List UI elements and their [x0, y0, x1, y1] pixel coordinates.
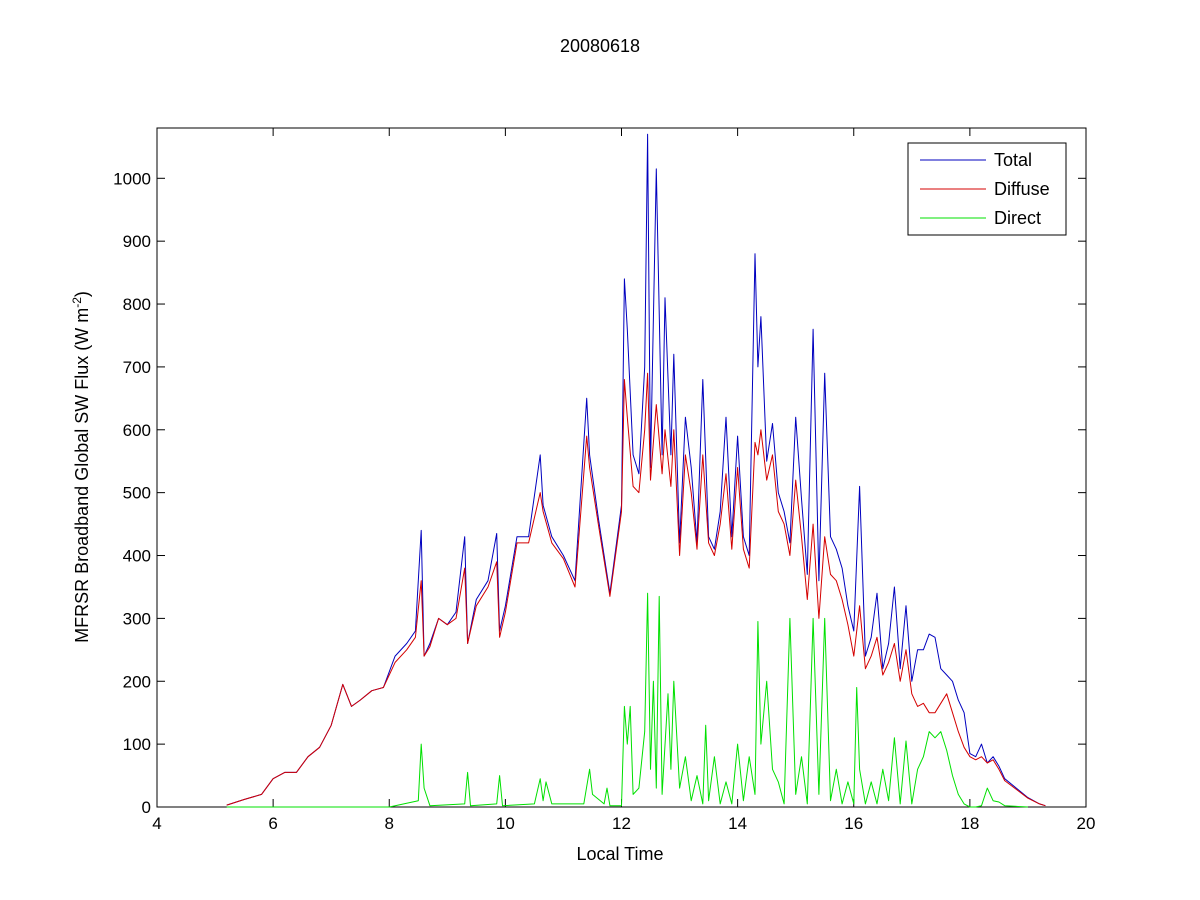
- y-axis-label-end: ): [72, 291, 92, 297]
- y-tick-label: 1000: [113, 169, 151, 188]
- x-tick-label: 16: [844, 814, 863, 833]
- legend: Total Diffuse Direct: [907, 142, 1067, 236]
- y-tick-label: 0: [142, 798, 151, 817]
- y-axis-label-superscript: -2: [70, 297, 84, 308]
- y-axis-label: MFRSR Broadband Global SW Flux (W m-2): [70, 291, 92, 643]
- chart-title: 20080618: [560, 36, 640, 56]
- axes: 4 6 8 10 12 14 16 18 200100200300400500600700800…: [113, 128, 1095, 833]
- x-tick-label: 8: [385, 814, 394, 833]
- x-tick-label: 18: [960, 814, 979, 833]
- x-tick-label: 4: [152, 814, 161, 833]
- series-line-diffuse: [226, 372, 1046, 807]
- y-tick-label: 200: [123, 672, 151, 691]
- legend-label-total: Total: [994, 150, 1032, 170]
- x-tick-label: 6: [268, 814, 277, 833]
- x-tick-label: 20: [1077, 814, 1096, 833]
- x-tick-label: 12: [612, 814, 631, 833]
- y-tick-label: 800: [123, 295, 151, 314]
- legend-label-diffuse: Diffuse: [994, 179, 1050, 199]
- series-line-direct: [226, 592, 1028, 808]
- x-axis-label: Local Time: [576, 844, 663, 864]
- y-tick-label: 400: [123, 547, 151, 566]
- y-tick-label: 500: [123, 484, 151, 503]
- y-tick-label: 900: [123, 232, 151, 251]
- y-tick-label: 300: [123, 609, 151, 628]
- series-line-total: [226, 133, 1046, 807]
- y-axis-label-main: MFRSR Broadband Global SW Flux (W m: [72, 308, 92, 643]
- y-tick-label: 100: [123, 735, 151, 754]
- series-layer: [226, 133, 1046, 808]
- y-tick-label: 700: [123, 358, 151, 377]
- legend-label-direct: Direct: [994, 208, 1041, 228]
- x-tick-label: 10: [496, 814, 515, 833]
- y-tick-label: 600: [123, 421, 151, 440]
- x-tick-label: 14: [728, 814, 747, 833]
